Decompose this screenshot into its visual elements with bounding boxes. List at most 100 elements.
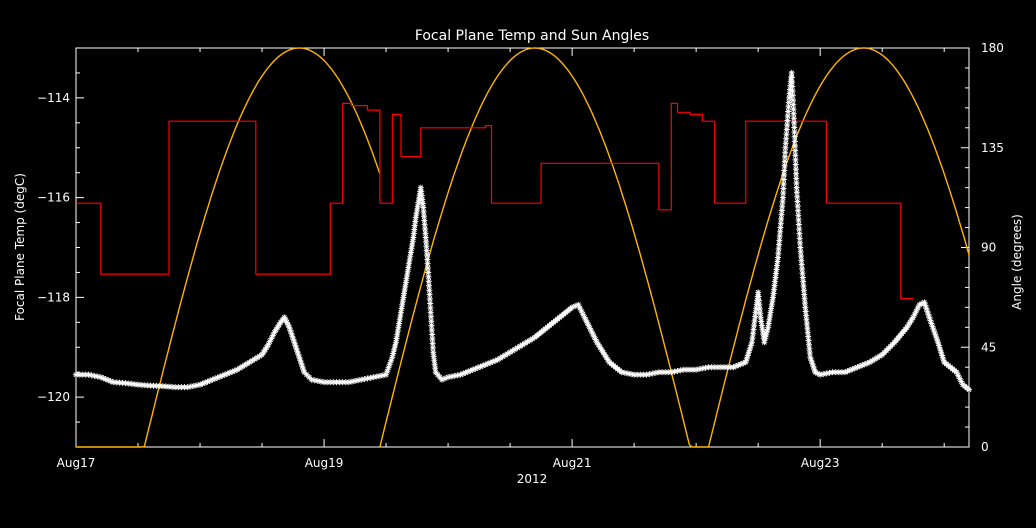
fp-temp-point xyxy=(406,256,413,263)
fp-temp-point xyxy=(750,330,757,337)
fp-temp-point xyxy=(806,350,813,357)
fp-temp-point xyxy=(801,300,808,307)
fp-temp-point xyxy=(781,171,788,178)
fp-temp-point xyxy=(401,290,408,297)
fp-temp-point xyxy=(393,335,400,342)
fp-temp-point xyxy=(805,337,812,344)
fp-temp-point xyxy=(792,156,799,163)
chart-title: Focal Plane Temp and Sun Angles xyxy=(415,28,649,44)
fp-temp-point xyxy=(750,326,757,333)
fp-temp-point xyxy=(929,323,936,330)
fp-temp-point xyxy=(409,238,416,245)
fp-temp-point xyxy=(768,305,775,312)
fp-temp-point xyxy=(569,304,576,311)
fp-temp-point xyxy=(797,248,804,255)
y2-tick-label: 135 xyxy=(981,141,1004,155)
fp-temp-point xyxy=(401,286,408,293)
series-sun-angle xyxy=(76,102,914,300)
fp-temp-point xyxy=(429,344,436,351)
series-altitude xyxy=(76,47,970,448)
fp-temp-point xyxy=(806,341,813,348)
fp-temp-point xyxy=(791,119,798,126)
y2-tick-label: 0 xyxy=(981,440,989,454)
fp-temp-point xyxy=(504,350,511,357)
fp-temp-point xyxy=(395,324,402,331)
fp-temp-point xyxy=(785,99,792,106)
fp-temp-point xyxy=(406,260,413,267)
legend-sun-angle: Sun angle xyxy=(308,497,368,511)
fp-temp-point xyxy=(400,294,407,301)
series-fp-temp xyxy=(73,69,972,393)
y-axis-right: 0 45 90 135 180 xyxy=(961,41,1004,454)
fp-temp-point xyxy=(773,266,780,273)
fp-temp-point xyxy=(415,199,422,206)
fp-temp-point xyxy=(413,210,420,217)
fp-temp-point xyxy=(414,207,421,214)
fp-temp-point xyxy=(394,328,401,335)
fp-temp-point xyxy=(431,361,438,368)
y2-tick-label: 180 xyxy=(981,41,1004,55)
fp-temp-point xyxy=(398,305,405,312)
fp-temp-point xyxy=(765,324,772,331)
fp-temp-point xyxy=(797,244,804,251)
fp-temp-point xyxy=(412,214,419,221)
fp-temp-point xyxy=(922,302,929,309)
fp-temp-point xyxy=(418,188,425,195)
fp-temp-point xyxy=(780,185,787,192)
fp-temp-point xyxy=(966,386,972,393)
fp-temp-point xyxy=(777,224,784,231)
fp-temp-point xyxy=(397,309,404,316)
fp-temp-point xyxy=(768,301,775,308)
fp-temp-point xyxy=(392,339,399,346)
fp-temp-point xyxy=(755,293,762,300)
fp-temp-point xyxy=(780,190,787,197)
fp-temp-point xyxy=(793,170,800,177)
fp-temp-point xyxy=(751,317,758,324)
altitude-line xyxy=(379,47,709,448)
legend-altitude: Altitude xyxy=(776,497,823,511)
sun-angle-line xyxy=(76,102,914,300)
fp-temp-point xyxy=(766,313,773,320)
y-tick-label: −120 xyxy=(37,390,70,404)
fp-temp-point xyxy=(404,268,411,275)
fp-temp-point xyxy=(404,271,411,278)
fp-temp-point xyxy=(774,262,781,269)
fp-temp-point xyxy=(774,258,781,265)
x-tick-label: Aug19 xyxy=(305,456,344,470)
fp-temp-point xyxy=(405,264,412,271)
fp-temp-point xyxy=(643,371,650,378)
fp-temp-point xyxy=(397,313,404,320)
fp-temp-point xyxy=(758,318,765,325)
y-tick-label: −116 xyxy=(37,191,70,205)
fp-temp-point xyxy=(402,283,409,290)
y-axis-label: Focal Plane Temp (degC) xyxy=(13,173,27,321)
fp-temp-point xyxy=(396,320,403,327)
fp-temp-point xyxy=(762,335,769,342)
fp-temp-point xyxy=(420,208,427,215)
altitude-line xyxy=(76,47,381,448)
y-tick-label: −118 xyxy=(37,290,70,304)
fp-temp-point xyxy=(792,142,799,149)
fp-temp-point xyxy=(775,245,782,252)
fp-temp-point xyxy=(752,313,759,320)
fp-temp-point xyxy=(772,278,779,285)
fp-temp-point xyxy=(802,308,809,315)
fp-temp-point xyxy=(826,369,833,376)
altitude-line xyxy=(707,47,970,448)
fp-temp-point xyxy=(788,74,795,81)
fp-temp-point xyxy=(782,144,789,151)
fp-temp-point xyxy=(806,345,813,352)
fp-temp-point xyxy=(399,298,406,305)
fp-temp-point xyxy=(764,328,771,335)
fp-temp-point xyxy=(422,230,429,237)
fp-temp-point xyxy=(759,326,766,333)
fp-temp-point xyxy=(782,140,789,147)
y2-tick-label: 45 xyxy=(981,340,996,354)
fp-temp-point xyxy=(386,361,393,368)
fp-temp-point xyxy=(751,322,758,329)
fp-temp-point xyxy=(794,198,801,205)
fp-temp-point xyxy=(783,135,790,142)
y2-axis-label: Angle (degrees) xyxy=(1010,214,1024,310)
